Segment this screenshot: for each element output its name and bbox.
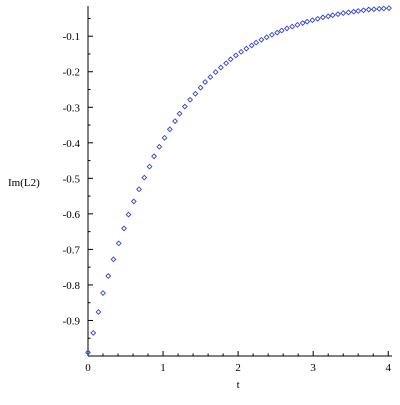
data-point <box>85 349 91 356</box>
data-point <box>253 39 260 46</box>
data-point <box>176 110 183 117</box>
data-point <box>268 31 275 38</box>
data-point <box>130 198 137 205</box>
data-point <box>386 5 392 12</box>
data-point <box>232 52 239 59</box>
data-point <box>90 329 97 336</box>
data-point <box>335 11 341 18</box>
data-point <box>263 34 270 41</box>
x-axis-label: t <box>237 379 240 391</box>
data-point <box>355 8 362 14</box>
y-tick-label: -0.2 <box>63 67 80 79</box>
data-point <box>360 7 367 14</box>
x-tick-label: 0 <box>85 362 91 374</box>
data-point <box>283 25 290 32</box>
data-point <box>274 29 281 36</box>
data-point <box>100 290 106 297</box>
data-point <box>345 9 352 16</box>
data-point <box>289 23 296 30</box>
data-point <box>110 256 117 263</box>
data-point <box>227 56 234 63</box>
data-point <box>121 225 127 232</box>
y-tick-label: -0.7 <box>63 244 81 256</box>
data-point <box>181 103 188 110</box>
data-point <box>350 8 357 15</box>
data-point <box>309 17 316 24</box>
data-point <box>243 45 250 52</box>
data-point <box>136 186 142 193</box>
data-point <box>304 18 311 25</box>
axes <box>87 6 392 357</box>
y-tick-label: -0.9 <box>63 315 81 327</box>
ticks: 0 1 2 3 4 -0.9 -0.8 -0.7 -0.6 -0.5 -0.4 -0.3 -0.2 -0.… <box>63 17 391 374</box>
data-point <box>115 240 122 247</box>
data-point <box>371 6 377 13</box>
data-point <box>202 79 209 85</box>
data-point <box>365 6 372 13</box>
data-point <box>294 21 301 28</box>
y-tick-label: -0.1 <box>63 31 80 43</box>
data-point <box>376 5 383 12</box>
data-point <box>141 174 148 181</box>
data-point <box>340 10 347 17</box>
data-point <box>212 69 219 76</box>
data-point <box>325 13 332 20</box>
data-point <box>125 211 132 218</box>
data-point <box>156 143 163 150</box>
y-tick-label: -0.3 <box>63 102 81 114</box>
data-point <box>217 64 224 71</box>
data-point <box>105 273 112 279</box>
x-tick-label: 4 <box>385 362 391 374</box>
data-point <box>258 36 265 43</box>
data-point <box>207 74 214 81</box>
data-point <box>329 12 336 19</box>
y-axis-label: Im(L2) <box>8 177 40 189</box>
y-tick-label: -0.5 <box>63 173 81 185</box>
data-point <box>248 42 255 49</box>
y-tick-label: -0.8 <box>63 280 81 292</box>
data-point <box>238 48 245 55</box>
data-point <box>299 20 306 26</box>
data-point <box>161 134 168 141</box>
data-point <box>166 126 173 133</box>
data-points <box>85 5 392 356</box>
x-tick-label: 1 <box>160 362 166 374</box>
data-point <box>320 14 326 21</box>
data-point <box>197 84 204 91</box>
data-point <box>146 163 153 170</box>
x-tick-label: 3 <box>310 362 316 374</box>
y-tick-label: -0.4 <box>63 138 81 150</box>
data-point <box>151 153 157 160</box>
data-point <box>187 96 194 103</box>
data-point <box>314 15 321 22</box>
data-point <box>172 118 179 125</box>
x-tick-label: 2 <box>235 362 241 374</box>
y-tick-label: -0.6 <box>63 209 81 221</box>
data-point <box>223 60 230 67</box>
data-point <box>192 90 199 97</box>
data-point <box>278 27 285 34</box>
data-point <box>380 5 387 12</box>
data-point <box>95 309 102 315</box>
